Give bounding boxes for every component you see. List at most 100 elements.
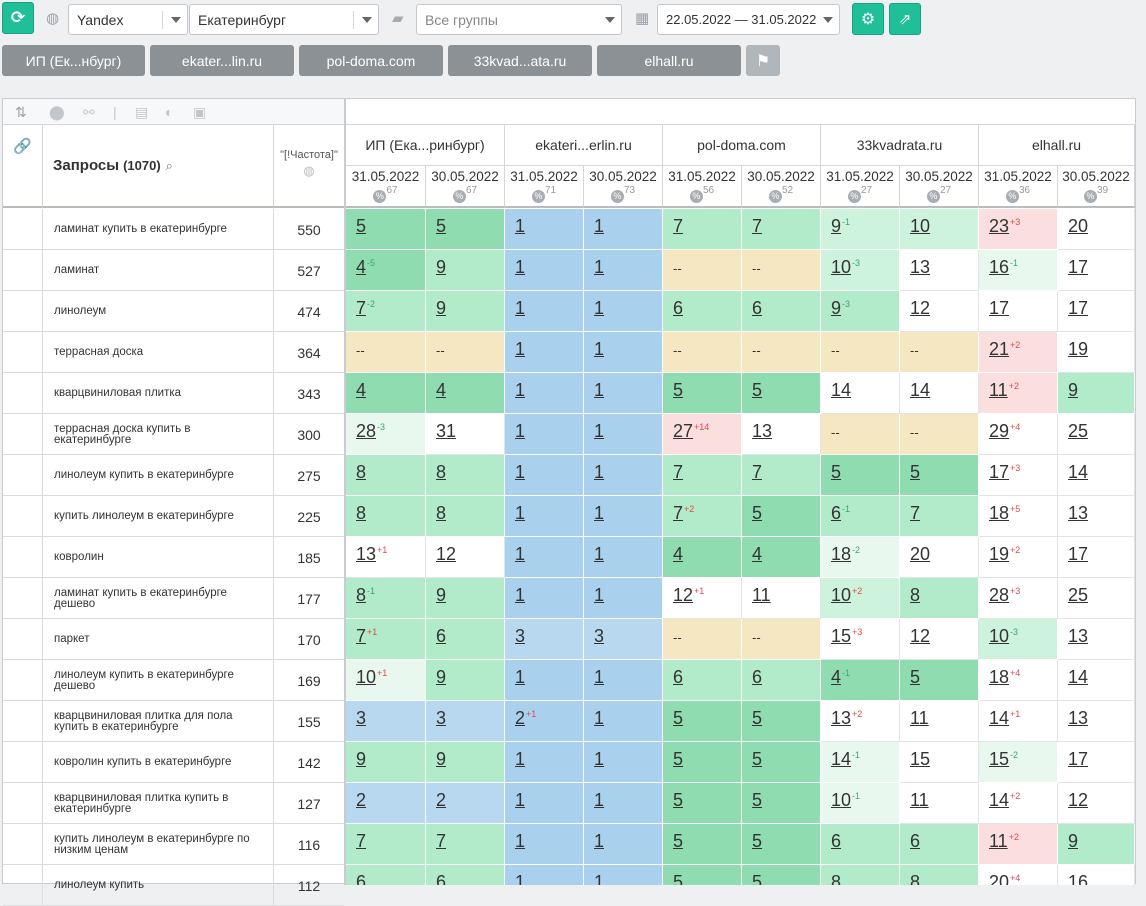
position-value[interactable]: 12+1 bbox=[673, 585, 704, 606]
position-value[interactable]: 1 bbox=[594, 216, 604, 237]
position-value[interactable]: 1 bbox=[515, 257, 525, 278]
position-cell[interactable]: 5 bbox=[742, 496, 821, 537]
position-value[interactable]: 5 bbox=[436, 216, 446, 237]
position-cell[interactable]: 9 bbox=[1058, 824, 1135, 865]
position-value[interactable]: 7+1 bbox=[356, 626, 377, 647]
position-value[interactable]: 10 bbox=[910, 216, 930, 237]
site-tab-1[interactable]: ИП (Ек...нбург) bbox=[2, 45, 145, 76]
position-cell[interactable]: 7+2 bbox=[663, 496, 742, 537]
search-icon[interactable]: ⌕ bbox=[165, 157, 173, 173]
site-column-header[interactable]: ekateri...erlin.ru bbox=[505, 125, 663, 166]
position-cell[interactable]: 8 bbox=[346, 455, 426, 496]
date-column-header[interactable]: 30.05.2022 %52 bbox=[742, 166, 821, 208]
position-value[interactable]: 1 bbox=[515, 872, 525, 885]
row-link-cell[interactable] bbox=[3, 824, 43, 865]
position-cell[interactable]: 29+4 bbox=[979, 414, 1058, 455]
position-cell[interactable]: 11 bbox=[900, 701, 979, 742]
position-value[interactable]: 17 bbox=[989, 298, 1009, 319]
position-value[interactable]: 5 bbox=[356, 216, 366, 237]
position-cell[interactable]: 9-3 bbox=[821, 291, 900, 332]
table-icon[interactable]: ▤ bbox=[135, 104, 149, 120]
table-row[interactable]: ковролин купить в екатеринбурге 142 bbox=[3, 742, 344, 783]
position-value[interactable]: 1 bbox=[594, 257, 604, 278]
date-column-header[interactable]: 30.05.2022 %27 bbox=[900, 166, 979, 208]
position-cell[interactable]: 7+1 bbox=[346, 619, 426, 660]
position-cell[interactable]: 15-2 bbox=[979, 742, 1058, 783]
position-cell[interactable]: 12+1 bbox=[663, 578, 742, 619]
position-cell[interactable]: 28-3 bbox=[346, 414, 426, 455]
position-value[interactable]: 5 bbox=[752, 831, 762, 852]
position-value[interactable]: 2 bbox=[356, 790, 366, 811]
position-value[interactable]: 1 bbox=[594, 667, 604, 688]
position-cell[interactable]: 18+5 bbox=[979, 496, 1058, 537]
position-value[interactable]: 14+2 bbox=[989, 790, 1020, 811]
position-value[interactable]: 28+3 bbox=[989, 585, 1020, 606]
position-cell[interactable]: 8-1 bbox=[346, 578, 426, 619]
position-value[interactable]: 1 bbox=[594, 749, 604, 770]
position-cell[interactable]: 1 bbox=[584, 291, 663, 332]
position-value[interactable]: 13 bbox=[1068, 626, 1088, 647]
position-cell[interactable]: 20 bbox=[900, 537, 979, 578]
refresh-button[interactable]: ⟳ bbox=[2, 2, 34, 34]
position-value[interactable]: 5 bbox=[673, 749, 683, 770]
position-cell[interactable]: 1 bbox=[584, 250, 663, 291]
position-cell[interactable]: 4 bbox=[742, 537, 821, 578]
position-cell[interactable]: 1 bbox=[505, 496, 584, 537]
position-cell[interactable]: 16-1 bbox=[979, 250, 1058, 291]
position-cell[interactable]: 5 bbox=[742, 865, 821, 885]
position-cell[interactable]: 16 bbox=[1058, 865, 1135, 885]
table-row[interactable]: паркет 170 bbox=[3, 619, 344, 660]
position-cell[interactable]: 4-5 bbox=[346, 250, 426, 291]
position-value[interactable]: 11 bbox=[910, 790, 929, 811]
position-value[interactable]: -- bbox=[356, 343, 365, 358]
position-cell[interactable]: 27+14 bbox=[663, 414, 742, 455]
date-column-header[interactable]: 31.05.2022 %71 bbox=[505, 166, 584, 208]
position-cell[interactable]: 6 bbox=[663, 291, 742, 332]
position-value[interactable]: 5 bbox=[673, 708, 683, 729]
position-cell[interactable]: 2+1 bbox=[505, 701, 584, 742]
table-row[interactable]: кварцвиниловая плитка для пола купить в … bbox=[3, 701, 344, 742]
position-cell[interactable]: -- bbox=[663, 250, 742, 291]
position-cell[interactable]: -- bbox=[742, 619, 821, 660]
queries-column-header[interactable]: Запросы (1070) ⌕ bbox=[43, 125, 274, 208]
position-cell[interactable]: 7 bbox=[346, 824, 426, 865]
position-value[interactable]: 21+2 bbox=[989, 339, 1020, 360]
position-value[interactable]: 1 bbox=[515, 790, 525, 811]
position-value[interactable]: 9 bbox=[436, 298, 446, 319]
position-cell[interactable]: 25 bbox=[1058, 578, 1135, 619]
position-value[interactable]: -- bbox=[752, 630, 761, 645]
position-cell[interactable]: 8 bbox=[426, 496, 505, 537]
position-cell[interactable]: 4 bbox=[663, 537, 742, 578]
position-cell[interactable]: 14 bbox=[900, 373, 979, 414]
site-tab-3[interactable]: pol-doma.com bbox=[299, 45, 443, 76]
position-value[interactable]: 19+2 bbox=[989, 544, 1020, 565]
position-cell[interactable]: 1 bbox=[505, 865, 584, 885]
position-cell[interactable]: 17+3 bbox=[979, 455, 1058, 496]
position-cell[interactable]: 4-1 bbox=[821, 660, 900, 701]
position-value[interactable]: 14+1 bbox=[989, 708, 1020, 729]
position-cell[interactable]: 10-3 bbox=[821, 250, 900, 291]
position-cell[interactable]: 5 bbox=[900, 455, 979, 496]
position-cell[interactable]: -- bbox=[663, 332, 742, 373]
position-value[interactable]: 9 bbox=[436, 257, 446, 278]
position-cell[interactable]: 1 bbox=[505, 250, 584, 291]
position-value[interactable]: 5 bbox=[752, 749, 762, 770]
position-cell[interactable]: 1 bbox=[584, 578, 663, 619]
position-cell[interactable]: 1 bbox=[505, 332, 584, 373]
position-cell[interactable]: 9 bbox=[426, 291, 505, 332]
position-value[interactable]: 18-2 bbox=[831, 544, 860, 565]
position-value[interactable]: 29+4 bbox=[989, 421, 1020, 442]
position-cell[interactable]: 1 bbox=[584, 660, 663, 701]
position-cell[interactable]: 14+2 bbox=[979, 783, 1058, 824]
table-row[interactable]: ламинат 527 bbox=[3, 250, 344, 291]
position-value[interactable]: 14 bbox=[831, 380, 851, 401]
row-link-cell[interactable] bbox=[3, 332, 43, 373]
position-cell[interactable]: 9 bbox=[426, 250, 505, 291]
position-value[interactable]: 4 bbox=[752, 544, 762, 565]
position-value[interactable]: 8 bbox=[910, 585, 920, 606]
position-value[interactable]: 8 bbox=[356, 462, 366, 483]
position-cell[interactable]: 18+4 bbox=[979, 660, 1058, 701]
export-button[interactable]: ⇗ bbox=[889, 3, 921, 35]
position-cell[interactable]: 20+4 bbox=[979, 865, 1058, 885]
table-row[interactable]: купить линолеум в екатеринбурге 225 bbox=[3, 496, 344, 537]
